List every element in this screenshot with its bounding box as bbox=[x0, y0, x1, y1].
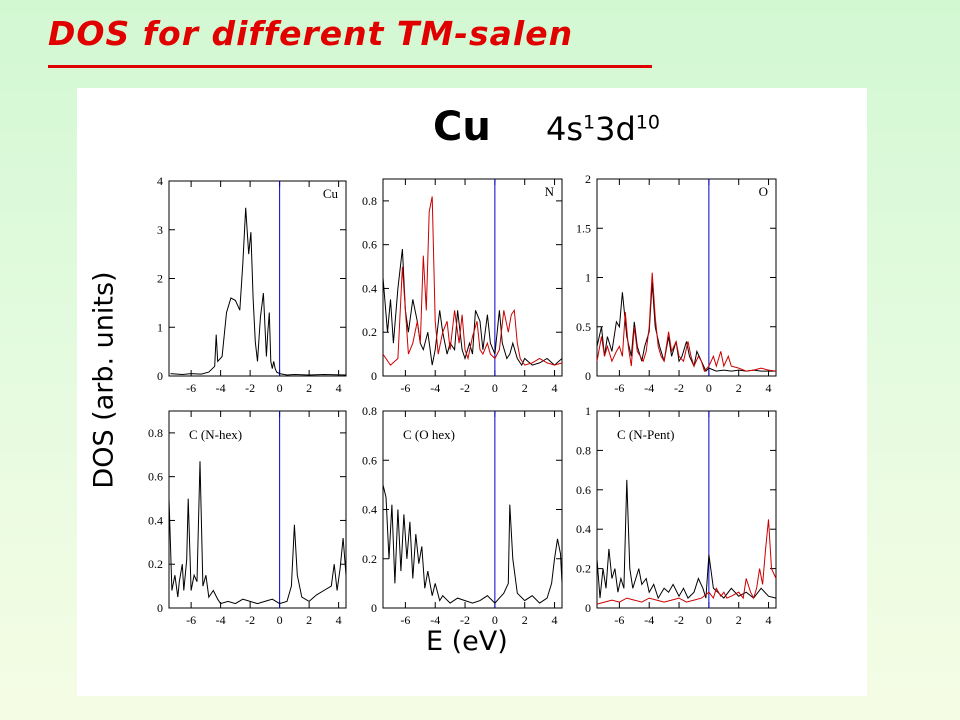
config-part: 4s bbox=[546, 110, 584, 148]
x-tick-label: 2 bbox=[522, 613, 528, 627]
y-tick-label: 0.8 bbox=[148, 426, 163, 440]
x-tick-label: 2 bbox=[306, 381, 312, 395]
dos-series-line bbox=[170, 207, 347, 376]
y-tick-label: 0.8 bbox=[362, 194, 377, 208]
x-tick-label: 4 bbox=[552, 381, 558, 395]
dos-series-line bbox=[382, 196, 563, 366]
x-tick-label: 0 bbox=[277, 613, 283, 627]
x-tick-label: -6 bbox=[400, 381, 410, 395]
y-tick-label: 2 bbox=[157, 272, 163, 286]
x-tick-label: 2 bbox=[736, 613, 742, 627]
dos-series-line bbox=[382, 484, 563, 604]
x-tick-label: 4 bbox=[766, 613, 772, 627]
y-tick-label: 0 bbox=[371, 601, 377, 615]
x-tick-label: 2 bbox=[306, 613, 312, 627]
config-part: 3d bbox=[595, 110, 636, 148]
x-tick-label: 2 bbox=[522, 381, 528, 395]
y-tick-label: 0.5 bbox=[576, 320, 591, 334]
plot-frame bbox=[168, 180, 347, 377]
x-tick-label: -4 bbox=[430, 613, 440, 627]
panel-label: C (N-hex) bbox=[189, 427, 242, 442]
x-tick-label: -6 bbox=[400, 613, 410, 627]
config-superscript: 1 bbox=[583, 111, 596, 134]
x-tick-label: 4 bbox=[766, 381, 772, 395]
panel-label: C (O hex) bbox=[403, 427, 455, 442]
x-tick-label: 4 bbox=[552, 613, 558, 627]
element-symbol: Cu bbox=[433, 104, 491, 150]
title-underline bbox=[48, 65, 652, 68]
dos-series-line bbox=[596, 519, 777, 605]
y-tick-label: 1 bbox=[585, 271, 591, 285]
x-tick-label: -6 bbox=[614, 381, 624, 395]
y-tick-label: 3 bbox=[157, 223, 163, 237]
y-tick-label: 0.8 bbox=[576, 443, 591, 457]
y-tick-label: 0.6 bbox=[362, 453, 377, 467]
x-tick-label: 0 bbox=[492, 381, 498, 395]
x-tick-label: -2 bbox=[674, 613, 684, 627]
y-tick-label: 0.2 bbox=[362, 325, 377, 339]
config-superscript: 10 bbox=[635, 111, 660, 134]
y-tick-label: 4 bbox=[157, 174, 163, 188]
y-tick-label: 0.6 bbox=[362, 238, 377, 252]
x-tick-label: -6 bbox=[186, 613, 196, 627]
x-tick-label: -4 bbox=[430, 381, 440, 395]
panel-label: C (N-Pent) bbox=[617, 427, 674, 442]
x-tick-label: 0 bbox=[277, 381, 283, 395]
dos-series-line bbox=[596, 479, 777, 600]
x-tick-label: -2 bbox=[674, 381, 684, 395]
y-tick-label: 1 bbox=[585, 404, 591, 418]
x-tick-label: 0 bbox=[706, 381, 712, 395]
x-tick-label: 2 bbox=[736, 381, 742, 395]
y-tick-label: 0 bbox=[157, 369, 163, 383]
y-tick-label: 1 bbox=[157, 320, 163, 334]
y-tick-label: 0 bbox=[585, 601, 591, 615]
slide-title: DOS for different TM-salen bbox=[48, 14, 574, 53]
x-tick-label: -4 bbox=[644, 613, 654, 627]
panel-label: O bbox=[759, 184, 768, 199]
x-tick-label: 4 bbox=[336, 381, 342, 395]
y-tick-label: 0.4 bbox=[148, 513, 163, 527]
y-tick-label: 0.2 bbox=[576, 562, 591, 576]
y-tick-label: 0 bbox=[371, 369, 377, 383]
x-tick-label: -2 bbox=[460, 613, 470, 627]
x-tick-label: -2 bbox=[245, 613, 255, 627]
panel-label: Cu bbox=[323, 186, 339, 201]
y-tick-label: 0.6 bbox=[148, 470, 163, 484]
y-tick-label: 0.2 bbox=[362, 552, 377, 566]
x-tick-label: -4 bbox=[644, 381, 654, 395]
y-tick-label: 2 bbox=[585, 172, 591, 186]
x-tick-label: -6 bbox=[614, 613, 624, 627]
y-tick-label: 0.4 bbox=[362, 503, 377, 517]
x-tick-label: 4 bbox=[336, 613, 342, 627]
plot-frame bbox=[382, 178, 563, 377]
y-tick-label: 1.5 bbox=[576, 221, 591, 235]
dos-series-line bbox=[168, 461, 347, 605]
x-tick-label: -2 bbox=[245, 381, 255, 395]
y-tick-label: 0.8 bbox=[362, 404, 377, 418]
x-tick-label: -2 bbox=[460, 381, 470, 395]
y-tick-label: 0 bbox=[157, 601, 163, 615]
y-tick-label: 0.6 bbox=[576, 483, 591, 497]
electron-configuration: 4s13d10 bbox=[546, 110, 660, 148]
y-tick-label: 0.4 bbox=[576, 522, 591, 536]
x-tick-label: -6 bbox=[186, 381, 196, 395]
dos-series-line bbox=[596, 282, 776, 372]
panel-label: N bbox=[545, 184, 555, 199]
x-tick-label: 0 bbox=[492, 613, 498, 627]
x-tick-label: -4 bbox=[216, 613, 226, 627]
y-tick-label: 0 bbox=[585, 369, 591, 383]
x-axis-label: E (eV) bbox=[426, 626, 508, 657]
x-tick-label: -4 bbox=[216, 381, 226, 395]
dos-series-line bbox=[596, 272, 777, 373]
x-tick-label: 0 bbox=[706, 613, 712, 627]
y-tick-label: 0.2 bbox=[148, 557, 163, 571]
plot-frame bbox=[596, 410, 777, 609]
y-tick-label: 0.4 bbox=[362, 281, 377, 295]
dos-series-line bbox=[382, 248, 563, 367]
